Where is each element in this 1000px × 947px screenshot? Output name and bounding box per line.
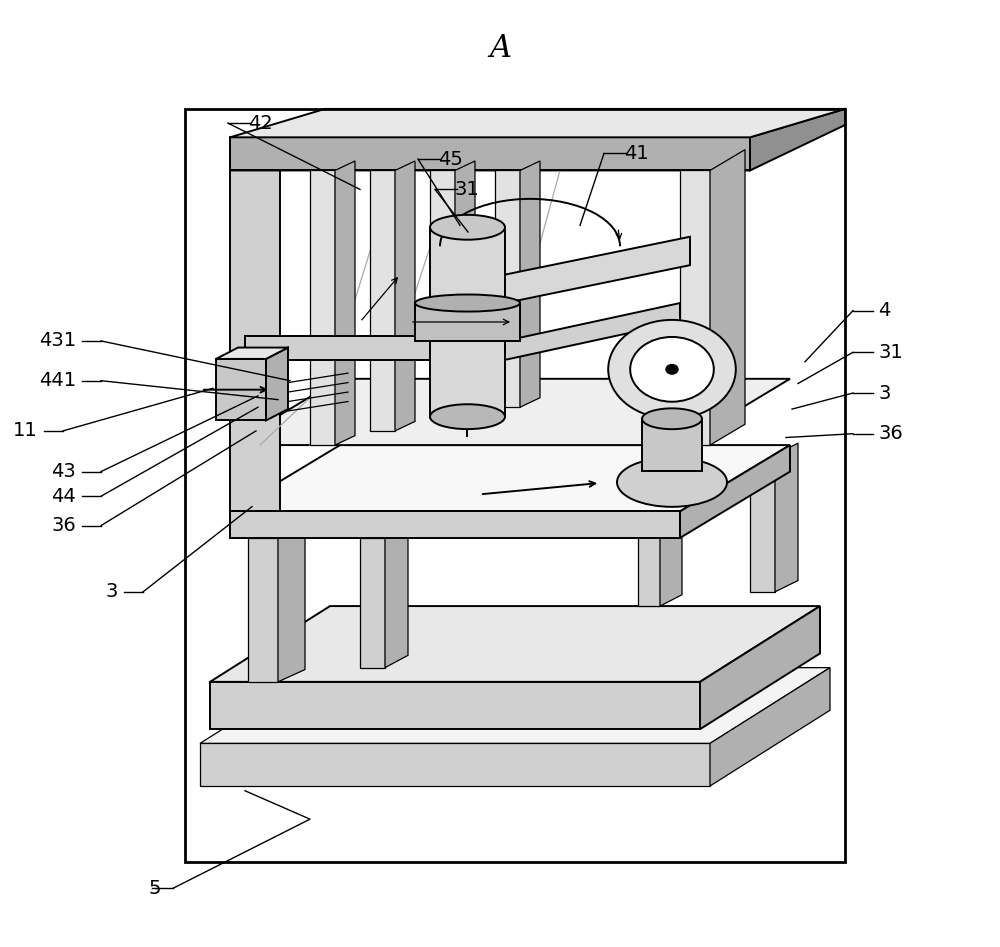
Ellipse shape bbox=[430, 215, 505, 240]
Bar bbox=[642, 419, 702, 471]
Polygon shape bbox=[245, 336, 430, 360]
Polygon shape bbox=[680, 445, 790, 538]
Polygon shape bbox=[230, 137, 750, 170]
Polygon shape bbox=[710, 668, 830, 786]
Ellipse shape bbox=[617, 457, 727, 507]
Polygon shape bbox=[230, 142, 280, 511]
Text: 3: 3 bbox=[106, 582, 118, 601]
Ellipse shape bbox=[630, 337, 714, 402]
Polygon shape bbox=[230, 109, 845, 137]
Text: 36: 36 bbox=[51, 516, 76, 535]
Text: 36: 36 bbox=[878, 424, 903, 443]
Polygon shape bbox=[230, 511, 680, 538]
Polygon shape bbox=[266, 348, 288, 420]
Polygon shape bbox=[430, 170, 455, 419]
Polygon shape bbox=[360, 538, 385, 668]
Text: 42: 42 bbox=[248, 114, 273, 133]
Polygon shape bbox=[455, 161, 475, 419]
Polygon shape bbox=[520, 161, 540, 407]
Text: 5: 5 bbox=[148, 879, 160, 898]
Polygon shape bbox=[210, 682, 700, 729]
Polygon shape bbox=[750, 109, 845, 170]
Ellipse shape bbox=[430, 404, 505, 429]
Text: 31: 31 bbox=[455, 180, 480, 199]
Text: A: A bbox=[489, 33, 511, 64]
Polygon shape bbox=[278, 526, 305, 682]
Ellipse shape bbox=[666, 365, 678, 374]
Polygon shape bbox=[216, 348, 288, 359]
Polygon shape bbox=[505, 303, 680, 360]
Text: 31: 31 bbox=[878, 343, 903, 362]
Polygon shape bbox=[385, 527, 408, 668]
Ellipse shape bbox=[642, 408, 702, 429]
Polygon shape bbox=[248, 538, 278, 682]
Text: 441: 441 bbox=[39, 371, 76, 390]
Text: 431: 431 bbox=[39, 331, 76, 350]
Text: 41: 41 bbox=[624, 144, 649, 163]
Polygon shape bbox=[216, 359, 266, 420]
Polygon shape bbox=[495, 170, 520, 407]
Polygon shape bbox=[210, 606, 820, 682]
Polygon shape bbox=[505, 237, 690, 303]
Ellipse shape bbox=[415, 295, 520, 312]
Text: 45: 45 bbox=[438, 150, 463, 169]
Polygon shape bbox=[370, 170, 395, 431]
Ellipse shape bbox=[608, 320, 736, 419]
Text: 4: 4 bbox=[878, 301, 890, 320]
Polygon shape bbox=[230, 379, 790, 445]
Polygon shape bbox=[660, 462, 682, 606]
Polygon shape bbox=[430, 227, 505, 417]
Polygon shape bbox=[775, 443, 798, 592]
Polygon shape bbox=[230, 445, 790, 511]
Polygon shape bbox=[200, 668, 830, 743]
Polygon shape bbox=[310, 170, 335, 445]
Bar bbox=[185, 109, 845, 862]
Polygon shape bbox=[230, 118, 845, 170]
Polygon shape bbox=[710, 150, 745, 445]
Polygon shape bbox=[395, 161, 415, 431]
Polygon shape bbox=[200, 743, 710, 786]
Bar bbox=[415, 303, 520, 341]
Text: 44: 44 bbox=[51, 487, 76, 506]
Text: 43: 43 bbox=[51, 462, 76, 481]
Polygon shape bbox=[335, 161, 355, 445]
Text: 11: 11 bbox=[13, 421, 38, 440]
Polygon shape bbox=[638, 474, 660, 606]
Polygon shape bbox=[700, 606, 820, 729]
Polygon shape bbox=[680, 170, 710, 445]
Polygon shape bbox=[750, 455, 775, 592]
Text: 3: 3 bbox=[878, 384, 890, 402]
